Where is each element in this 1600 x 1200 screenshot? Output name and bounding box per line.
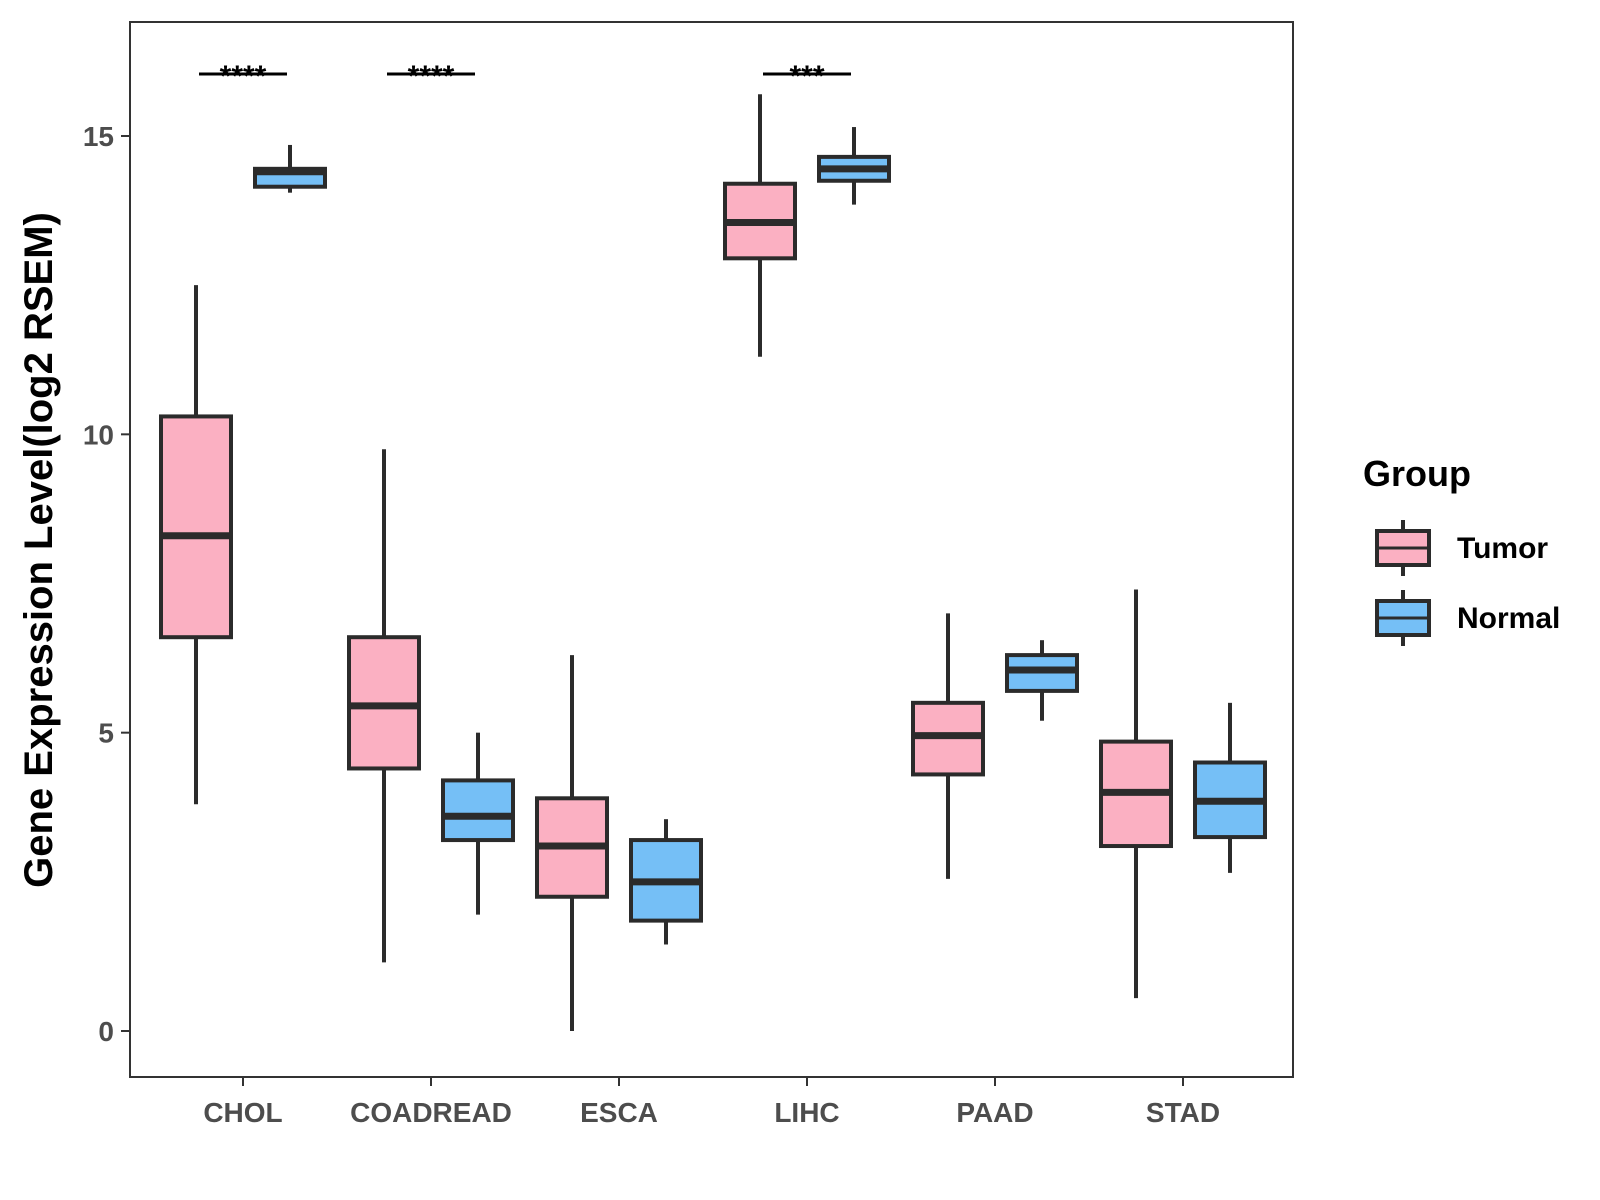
box-normal-esca <box>629 819 703 945</box>
y-tick-label: 10 <box>83 419 114 450</box>
x-tick-label: ESCA <box>580 1097 658 1128</box>
y-tick-label: 5 <box>98 718 114 749</box>
x-tick-label: COADREAD <box>350 1097 512 1128</box>
box-tumor-coadread <box>347 449 421 963</box>
significance-label: **** <box>408 60 455 93</box>
box-normal-paad <box>1005 640 1079 721</box>
legend-label: Normal <box>1457 602 1560 635</box>
legend-label: Tumor <box>1457 532 1548 565</box>
x-tick-label: CHOL <box>203 1097 282 1128</box>
box-normal-coadread <box>441 732 515 915</box>
x-tick-label: LIHC <box>774 1097 839 1128</box>
box-normal-chol <box>253 144 327 193</box>
box-tumor-chol <box>159 285 233 805</box>
legend-entry-normal: Normal <box>1375 590 1560 646</box>
y-tick-label: 0 <box>98 1016 114 1047</box>
iqr-box <box>441 778 515 843</box>
box-tumor-lihc <box>723 94 797 357</box>
plot-panel <box>129 21 1294 1078</box>
significance-label: **** <box>220 60 267 93</box>
x-tick-label: PAAD <box>956 1097 1033 1128</box>
significance-label: *** <box>789 60 824 93</box>
box-tumor-stad <box>1099 589 1173 999</box>
legend-title: Group <box>1363 453 1471 494</box>
box-tumor-esca <box>535 655 609 1031</box>
box-normal-lihc <box>817 127 891 205</box>
box-tumor-paad <box>911 613 985 879</box>
box-normal-stad <box>1193 702 1267 873</box>
legend-entry-tumor: Tumor <box>1375 520 1548 576</box>
legend: Group Tumor Normal <box>1363 453 1560 646</box>
y-axis-title: Gene Expression Level(log2 RSEM) <box>17 212 61 888</box>
y-tick-label: 15 <box>83 121 114 152</box>
iqr-box <box>159 414 233 640</box>
x-tick-label: STAD <box>1146 1097 1220 1128</box>
